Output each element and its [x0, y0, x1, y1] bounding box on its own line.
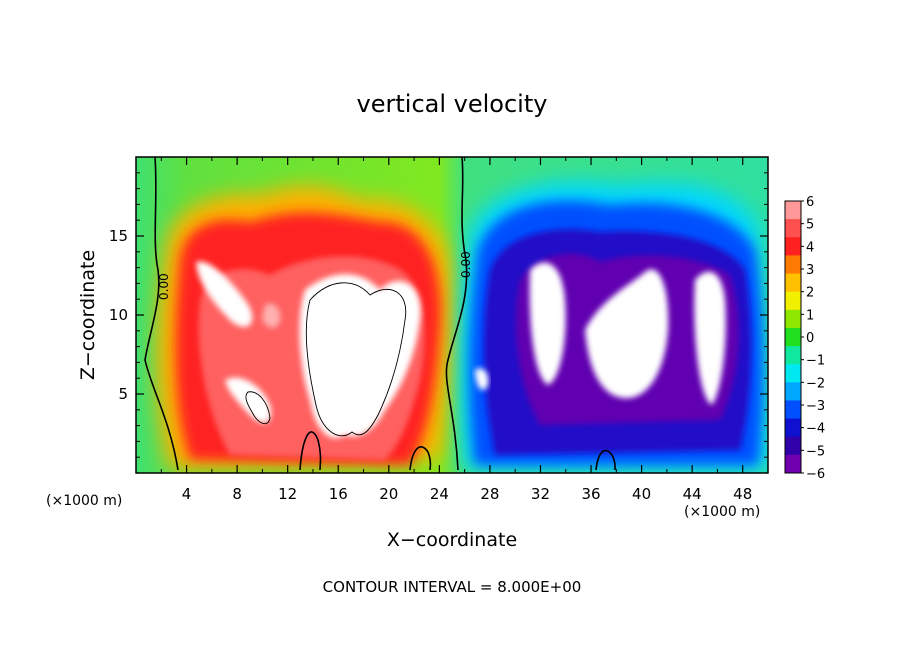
x-unit-right: (×1000 m) — [684, 504, 760, 520]
colorbar-label: −6 — [806, 467, 825, 482]
downdraft-region — [459, 181, 768, 470]
plot-area: 0.00 0.00 — [136, 157, 768, 473]
colorbar-swatch — [785, 382, 801, 401]
x-tick-label: 8 — [232, 485, 242, 503]
colorbar-label: −3 — [806, 399, 825, 414]
colorbar-swatch — [785, 237, 801, 256]
contour-label-middle: 0.00 — [459, 251, 473, 278]
contour-label-left: 0.00 — [157, 273, 171, 300]
colorbar-swatch — [785, 309, 801, 329]
x-axis-ticks: 4 8 12 16 20 24 28 32 36 40 44 48 — [160, 157, 752, 503]
colorbar-swatch — [785, 219, 801, 238]
inner-contours — [245, 282, 407, 437]
x-tick-label: 24 — [430, 485, 449, 503]
colorbar-swatch — [785, 201, 801, 220]
x-tick-label: 16 — [329, 485, 348, 503]
x-axis-label: X−coordinate — [387, 529, 517, 551]
zero-contour-bottom-1 — [299, 431, 322, 471]
colorbar-swatch — [785, 255, 801, 275]
colorbar-swatch — [785, 454, 801, 474]
zero-contour-left — [144, 157, 179, 471]
colorbar-label: 2 — [806, 286, 814, 301]
colorbar-swatch — [785, 327, 801, 347]
y-axis-label: Z−coordinate — [77, 250, 99, 380]
x-tick-label: 48 — [733, 485, 752, 503]
colorbar-label: −4 — [806, 422, 825, 437]
y-tick-label: 5 — [118, 385, 128, 403]
colorbar-swatch — [785, 418, 801, 438]
y-tick-label: 10 — [109, 306, 128, 324]
x-tick-label: 40 — [632, 485, 651, 503]
x-tick-label: 32 — [531, 485, 550, 503]
chart-title: vertical velocity — [357, 90, 548, 118]
colorbar-label: −2 — [806, 376, 825, 391]
y-axis-ticks: 5 10 15 — [109, 172, 768, 458]
x-tick-label: 36 — [581, 485, 600, 503]
colorbar-swatch — [785, 346, 801, 365]
x-tick-label: 44 — [683, 485, 702, 503]
colorbar-label: −5 — [806, 444, 825, 459]
contour-interval-note: CONTOUR INTERVAL = 8.000E+00 — [323, 578, 582, 596]
x-tick-label: 12 — [278, 485, 297, 503]
zero-contour-bottom-3 — [595, 449, 616, 471]
updraft-region — [156, 185, 455, 470]
colorbar-swatch — [785, 273, 801, 293]
colorbar-label: 6 — [806, 195, 814, 210]
colorbar: 6 5 4 3 2 1 0 −1 −2 −3 −4 −5 −6 — [784, 195, 825, 482]
colorbar-label: 5 — [806, 218, 814, 233]
zero-contour-middle — [445, 157, 468, 471]
colorbar-swatch — [785, 400, 801, 420]
colorbar-label: 4 — [806, 240, 814, 255]
zero-contour-bottom-2 — [409, 446, 432, 471]
colorbar-label: −1 — [806, 354, 825, 369]
colorbar-swatch — [785, 364, 801, 383]
y-tick-label: 15 — [109, 227, 128, 245]
colorbar-swatch — [785, 291, 801, 311]
x-tick-label: 20 — [379, 485, 398, 503]
x-unit-left: (×1000 m) — [46, 493, 122, 509]
x-tick-label: 28 — [480, 485, 499, 503]
colorbar-label: 0 — [806, 331, 814, 346]
colorbar-label: 1 — [806, 308, 814, 323]
contour-lines — [144, 157, 616, 471]
colorbar-label: 3 — [806, 263, 814, 278]
x-tick-label: 4 — [182, 485, 192, 503]
colorbar-swatch — [785, 436, 801, 456]
